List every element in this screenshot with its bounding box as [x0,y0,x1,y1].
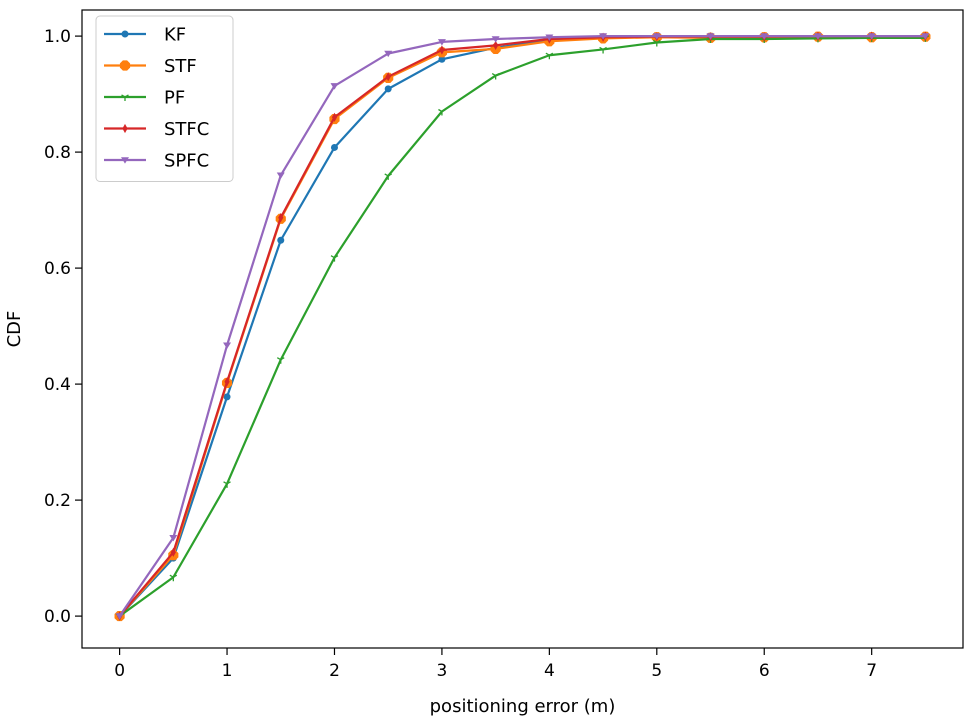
data-point-spfc [491,36,500,43]
legend-box [95,15,234,182]
legend: KF STF PF STFC SPFC [95,15,234,182]
y-tick-label: 0.6 [44,259,71,279]
legend-label-stfc: STFC [164,119,209,140]
legend-marker-stf [119,60,131,71]
legend-marker-spfc [121,157,129,164]
data-point-pf [223,481,231,488]
legend-label-pf: PF [164,88,185,109]
data-point-stfc [224,377,230,387]
data-point-spfc [384,50,393,58]
data-point-kf [223,393,231,401]
series-spfc [115,33,930,620]
y-tick-label: 1.0 [44,27,71,47]
data-point-spfc [115,613,124,620]
legend-marker-pf [121,94,129,101]
data-point-pf [169,574,178,582]
data-point-spfc [437,39,446,46]
x-axis-ticks: 0 1 2 3 4 5 6 7 [114,648,877,681]
data-point-spfc [867,33,876,40]
legend-item-kf: KF [104,25,186,46]
x-tick-label: 7 [866,661,877,681]
data-point-pf [438,108,446,116]
data-point-spfc [599,33,608,40]
y-axis-label: CDF [4,311,25,348]
data-point-kf [384,85,392,93]
data-point-spfc [169,535,178,542]
data-point-spfc [545,34,554,41]
data-point-pf [545,52,554,60]
x-tick-label: 0 [114,661,125,681]
x-tick-label: 2 [329,661,340,681]
legend-label-kf: KF [164,25,186,46]
data-point-spfc [652,33,661,40]
x-axis-label: positioning error (m) [430,696,616,717]
data-point-pf [276,357,285,364]
plot-frame [81,9,964,649]
data-point-stfc [331,112,338,122]
legend-item-stfc: STFC [104,119,209,140]
data-point-pf [330,255,339,262]
x-tick-label: 3 [437,661,448,681]
series-line-spfc [118,35,926,617]
series-line-pf [118,36,926,617]
legend-label-spfc: SPFC [164,151,209,172]
data-point-spfc [223,342,232,349]
data-point-stfc [170,547,176,557]
data-point-spfc [276,172,285,179]
data-point-kf [330,143,338,151]
data-point-spfc [760,33,769,40]
data-point-pf [599,46,607,54]
data-point-stfc [439,45,445,55]
legend-item-spfc: SPFC [104,151,209,172]
data-point-spfc [330,83,339,90]
data-point-pf [384,173,393,180]
data-point-stfc [278,213,284,223]
data-point-spfc [813,33,822,40]
legend-marker-kf [121,30,129,38]
x-tick-label: 1 [222,661,233,681]
data-point-kf [438,55,446,63]
x-tick-label: 5 [651,661,662,681]
x-tick-label: 6 [759,661,770,681]
data-point-kf [277,236,285,244]
data-point-spfc [706,33,715,40]
legend-item-pf: PF [104,88,185,109]
plot-area [114,31,931,622]
y-tick-label: 0.4 [44,375,71,395]
data-point-stfc [385,72,391,82]
x-tick-label: 4 [544,661,555,681]
legend-marker-stfc [122,123,128,134]
data-point-spfc [921,33,930,40]
data-point-stfc [493,40,499,50]
y-tick-label: 0.8 [44,143,71,163]
data-point-pf [652,39,661,47]
y-axis-ticks: 0.0 0.2 0.4 0.6 0.8 1.0 [44,27,82,627]
y-tick-label: 0.0 [44,607,71,627]
data-point-pf [491,72,500,80]
legend-item-stf: STF [104,56,197,77]
y-tick-label: 0.2 [44,491,71,511]
legend-label-stf: STF [164,56,197,77]
